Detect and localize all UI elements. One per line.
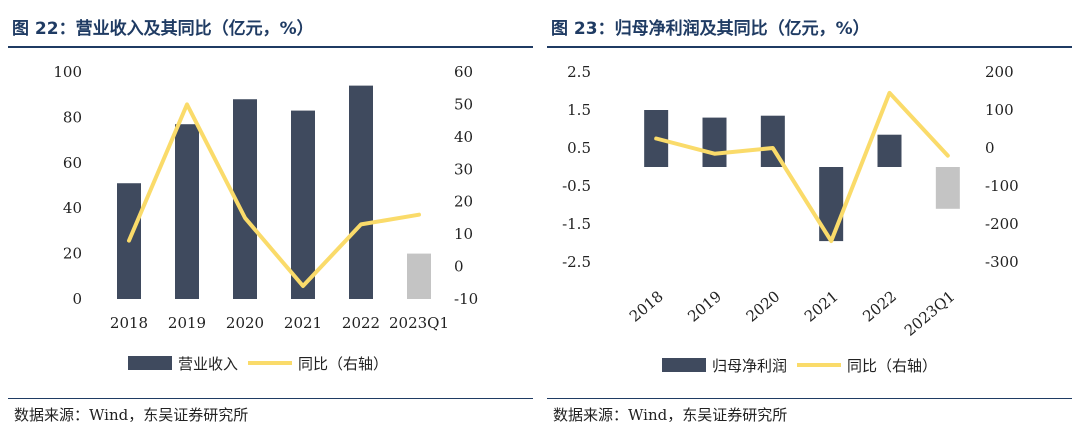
bar-2022 (877, 134, 902, 167)
y-tick-label: 2.5 (567, 63, 591, 81)
legend-bar-label: 营业收入 (178, 355, 238, 373)
y2-tick-label: 0 (985, 139, 995, 157)
y2-tick-label: 0 (454, 258, 464, 276)
title-divider (8, 46, 533, 48)
y2-tick-label: 200 (985, 63, 1014, 81)
source-note: 数据来源：Wind，东吴证券研究所 (14, 406, 249, 424)
y2-tick-label: 60 (454, 63, 473, 81)
bar-2022 (349, 85, 373, 299)
legend-bar-swatch (128, 356, 172, 370)
legend-bar-label: 归母净利润 (712, 357, 787, 375)
y2-tick-label: 10 (454, 225, 473, 243)
revenue-chart-panel: 图 22：营业收入及其同比（亿元，%） 100 80 60 40 20 0 60 50 40 30… (8, 0, 533, 436)
y2-tick-label: -200 (985, 215, 1019, 233)
y-tick-label: 0 (72, 290, 82, 308)
x-tick-label: 2022 (859, 287, 900, 325)
y-tick-label: 40 (63, 199, 82, 217)
x-tick-label: 2021 (801, 287, 842, 325)
y2-tick-label: 20 (454, 193, 473, 211)
y-tick-label: -2.5 (562, 253, 591, 271)
y-tick-label: -1.5 (562, 215, 591, 233)
net-profit-chart-panel: 图 23：归母净利润及其同比（亿元，%） 2.5 1.5 0.5 -0.5 -1.5 -2… (547, 0, 1072, 436)
y2-tick-label: 100 (985, 101, 1014, 119)
y2-tick-label: 40 (454, 128, 473, 146)
legend-bar-swatch (662, 358, 706, 372)
y-tick-label: 60 (63, 154, 82, 172)
chart-title: 图 23：归母净利润及其同比（亿元，%） (551, 19, 870, 39)
legend-line-label: 同比（右轴） (298, 355, 388, 373)
y2-tick-label: 50 (454, 95, 473, 113)
y-tick-label: 1.5 (567, 101, 591, 119)
x-tick-label: 2020 (743, 287, 784, 325)
yoy-line (127, 102, 421, 288)
y2-tick-label: -300 (985, 253, 1019, 271)
chart-title: 图 22：营业收入及其同比（亿元，%） (12, 19, 314, 39)
bar-2023Q1 (935, 167, 960, 209)
y-tick-label: -0.5 (562, 177, 591, 195)
yoy-line (654, 90, 950, 244)
y-tick-label: 0.5 (567, 139, 591, 157)
x-tick-label: 2023Q1 (389, 314, 449, 332)
bar-2021 (291, 110, 315, 299)
x-tick-label: 2018 (626, 287, 667, 325)
x-tick-label: 2018 (110, 314, 148, 332)
title-divider (547, 46, 1072, 48)
bar-2019 (175, 124, 199, 300)
y-tick-label: 80 (63, 108, 82, 126)
y-tick-label: 100 (53, 63, 82, 81)
x-tick-label: 2022 (342, 314, 380, 332)
y2-tick-label: 30 (454, 160, 473, 178)
bar-2023Q1 (407, 253, 431, 299)
x-tick-label: 2023Q1 (901, 287, 959, 339)
y2-tick-label: -100 (985, 177, 1019, 195)
x-tick-label: 2019 (168, 314, 206, 332)
bar-2019 (702, 117, 727, 167)
source-note: 数据来源：Wind，东吴证券研究所 (553, 406, 788, 424)
source-divider (547, 398, 1072, 399)
x-tick-label: 2019 (684, 287, 725, 325)
net-profit-chart: 2.5 1.5 0.5 -0.5 -1.5 -2.5 200 100 0 -100 -200 -300… (562, 63, 1019, 375)
x-tick-label: 2021 (284, 314, 322, 332)
y-tick-label: 20 (63, 245, 82, 263)
source-divider (8, 398, 533, 399)
legend-line-label: 同比（右轴） (847, 357, 937, 375)
y2-tick-label: -10 (454, 290, 478, 308)
x-tick-label: 2020 (226, 314, 264, 332)
